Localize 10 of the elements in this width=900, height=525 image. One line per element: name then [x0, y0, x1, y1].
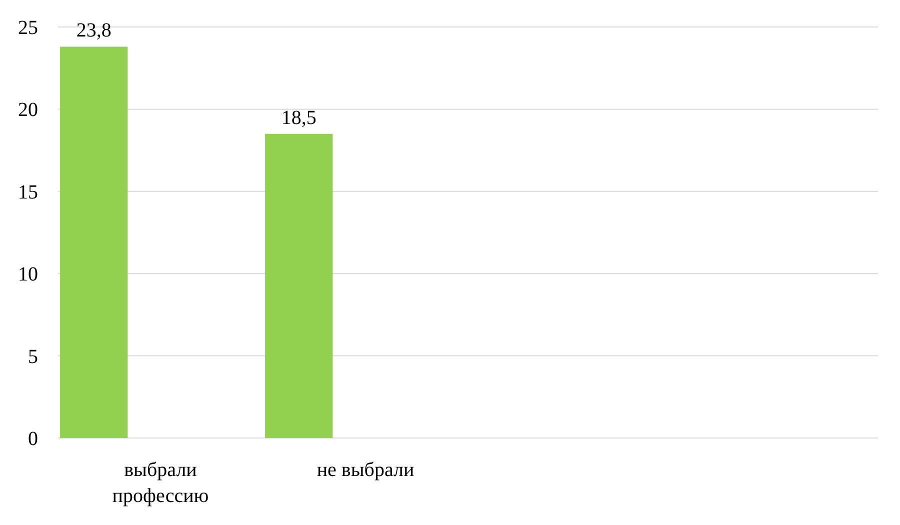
y-tick-label: 15: [18, 181, 38, 204]
x-tick-label: выбрали профессию: [112, 459, 209, 507]
y-tick-label: 20: [18, 99, 38, 122]
data-label: 23,8: [76, 20, 112, 42]
y-tick-label: 25: [18, 17, 38, 39]
y-tick-label: 0: [28, 428, 38, 450]
y-tick-label: 5: [28, 346, 38, 368]
data-label: 18,5: [281, 106, 316, 129]
x-tick-label: не выбрали: [316, 459, 414, 481]
y-tick-label: 10: [18, 264, 38, 286]
